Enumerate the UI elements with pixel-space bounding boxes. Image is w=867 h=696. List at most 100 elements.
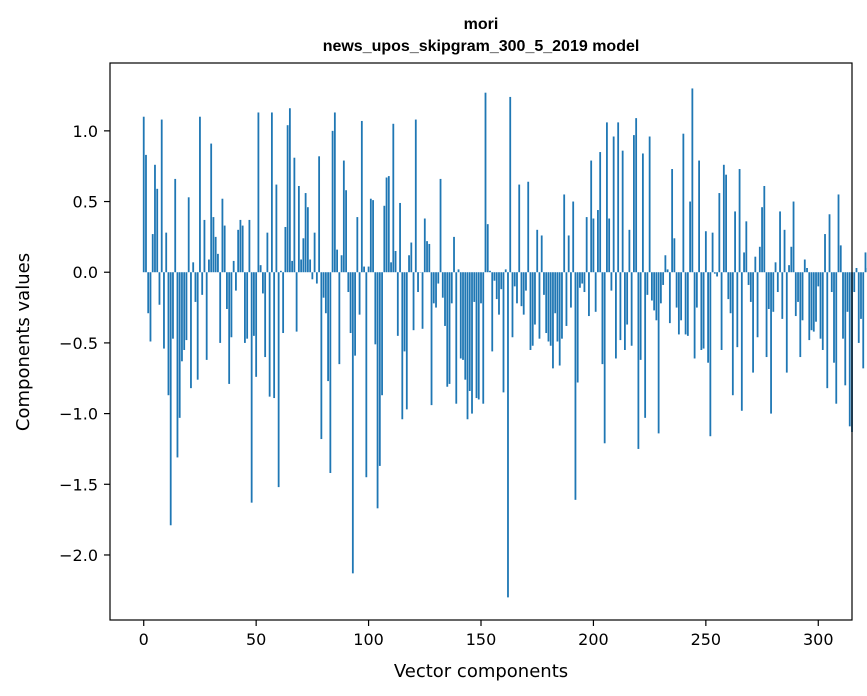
bar bbox=[848, 272, 851, 427]
y-tick-label: −1.5 bbox=[59, 475, 98, 494]
y-axis-label: Components values bbox=[13, 253, 34, 431]
bar bbox=[833, 272, 835, 363]
bar bbox=[306, 207, 309, 273]
bar bbox=[284, 226, 287, 273]
bar bbox=[579, 272, 581, 288]
bar bbox=[826, 272, 829, 389]
bar bbox=[333, 112, 336, 273]
bar bbox=[223, 225, 226, 273]
bar bbox=[574, 272, 577, 500]
bar bbox=[338, 272, 341, 365]
bar bbox=[693, 272, 696, 359]
bar bbox=[754, 256, 757, 273]
bar bbox=[837, 194, 840, 273]
bar bbox=[190, 272, 192, 389]
bar bbox=[776, 272, 779, 293]
bar bbox=[738, 169, 741, 273]
bar bbox=[520, 272, 523, 307]
bar bbox=[147, 272, 150, 314]
bar bbox=[615, 272, 617, 359]
bar bbox=[360, 120, 363, 273]
bar bbox=[808, 272, 811, 341]
bar bbox=[511, 272, 514, 338]
bar bbox=[313, 232, 316, 273]
bar bbox=[203, 219, 206, 273]
bar bbox=[462, 272, 464, 360]
bar bbox=[648, 136, 651, 273]
bar bbox=[839, 245, 842, 273]
bar bbox=[217, 253, 219, 273]
bar bbox=[572, 201, 575, 273]
bar bbox=[516, 272, 518, 304]
bar bbox=[273, 272, 276, 399]
bar bbox=[543, 272, 545, 295]
bar bbox=[151, 234, 154, 273]
bar bbox=[666, 269, 669, 273]
bar bbox=[473, 272, 476, 302]
bar bbox=[594, 272, 597, 312]
bar bbox=[673, 238, 676, 273]
bar bbox=[374, 272, 377, 345]
bar bbox=[758, 246, 761, 273]
bar bbox=[698, 160, 700, 273]
bar bbox=[711, 232, 714, 273]
bar bbox=[480, 272, 482, 304]
bar bbox=[718, 193, 721, 273]
bar bbox=[518, 184, 521, 273]
bar bbox=[682, 133, 685, 273]
bar bbox=[646, 272, 649, 295]
bar bbox=[232, 260, 235, 273]
bar bbox=[659, 272, 662, 304]
bar bbox=[239, 219, 242, 273]
bar bbox=[486, 224, 489, 273]
bar bbox=[824, 234, 826, 273]
bar bbox=[315, 272, 318, 284]
bar bbox=[725, 174, 727, 273]
x-tick-label: 300 bbox=[803, 630, 834, 649]
bar bbox=[736, 272, 739, 348]
bar bbox=[399, 202, 401, 273]
bar bbox=[453, 236, 455, 273]
bar bbox=[675, 272, 678, 308]
bar bbox=[540, 235, 543, 273]
bar bbox=[176, 272, 179, 458]
bar bbox=[525, 272, 527, 291]
bar bbox=[210, 143, 213, 273]
x-tick-label: 100 bbox=[353, 630, 384, 649]
bar bbox=[621, 150, 624, 273]
bar bbox=[747, 272, 750, 285]
bar bbox=[196, 272, 199, 380]
bar bbox=[812, 272, 815, 332]
bar bbox=[522, 272, 525, 315]
bar bbox=[187, 197, 190, 273]
bar bbox=[437, 272, 440, 284]
bar bbox=[842, 272, 844, 339]
bar bbox=[358, 272, 361, 315]
bar bbox=[680, 272, 683, 321]
bar bbox=[304, 193, 307, 273]
bar bbox=[743, 252, 745, 273]
bar bbox=[828, 214, 831, 273]
bar bbox=[608, 218, 611, 273]
x-tick-label: 0 bbox=[139, 630, 149, 649]
bar bbox=[606, 122, 608, 273]
x-axis-ticks: 0 50 100 150 200 250 300 bbox=[139, 620, 834, 649]
bar bbox=[702, 272, 705, 349]
bar bbox=[637, 272, 640, 449]
bar bbox=[507, 272, 509, 598]
bar bbox=[430, 272, 433, 406]
bar bbox=[435, 272, 437, 308]
bar bbox=[248, 219, 251, 273]
bar bbox=[819, 272, 822, 339]
bar bbox=[383, 205, 386, 273]
bar bbox=[160, 119, 163, 273]
bar bbox=[794, 272, 797, 317]
bar bbox=[853, 272, 856, 293]
bar bbox=[644, 272, 647, 418]
y-tick-label: −2.0 bbox=[59, 546, 98, 565]
bar bbox=[538, 272, 541, 339]
bar bbox=[482, 272, 485, 404]
bar bbox=[277, 272, 280, 488]
bar bbox=[531, 272, 534, 346]
bar bbox=[376, 272, 379, 509]
